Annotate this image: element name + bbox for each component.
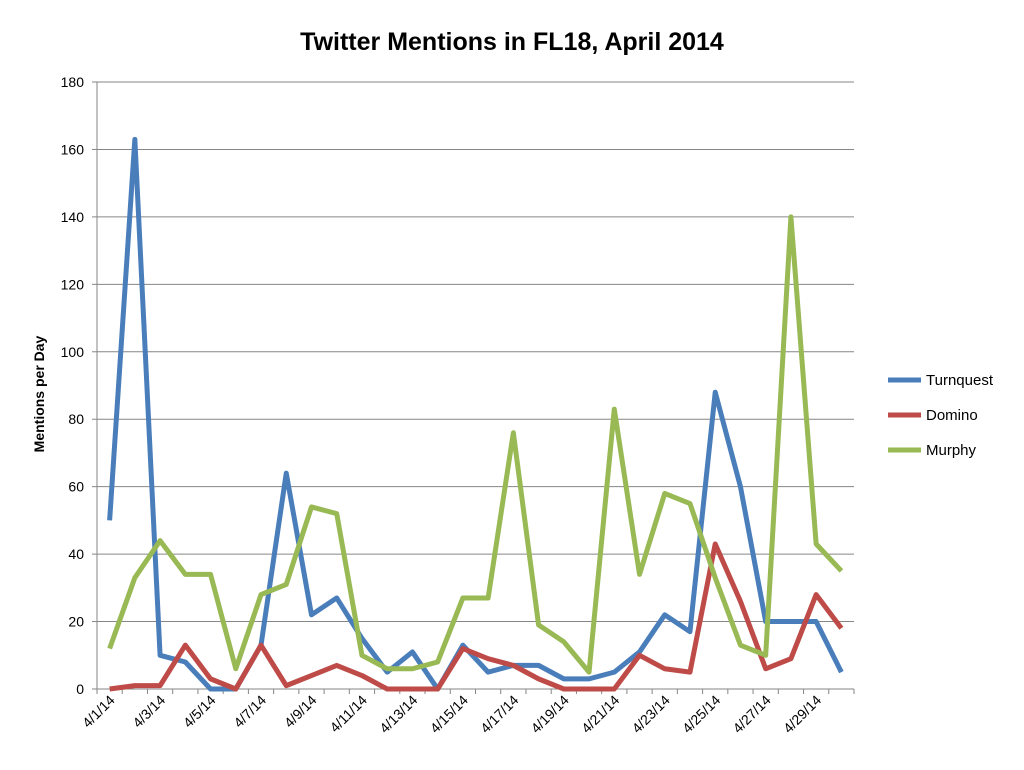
y-tick-labels: 0 20 40 60 80 100 120 140 160 180 [61,74,85,697]
y-tick-label: 160 [61,141,85,157]
legend-label-domino: Domino [926,407,978,424]
legend-label-turnquest: Turnquest [926,372,994,389]
series-line-murphy [107,214,844,675]
series-line-domino [109,541,844,692]
legend: Turnquest Domino Murphy [888,372,994,459]
y-tick-label: 100 [61,344,85,360]
legend-label-murphy: Murphy [926,442,977,459]
y-tick-label: 120 [61,276,85,292]
chart-title: Twitter Mentions in FL18, April 2014 [300,28,724,56]
y-tick-label: 140 [61,209,85,225]
y-tick-label: 40 [68,546,84,562]
y-tick-label: 180 [61,74,85,90]
y-tick-label: 20 [68,614,84,630]
y-tick-label: 80 [68,411,84,427]
y-tick-label: 0 [76,681,84,697]
series-lines [107,136,844,692]
y-tick-label: 60 [68,479,84,495]
y-axis-label: Mentions per Day [31,335,47,452]
gridlines [97,81,854,623]
